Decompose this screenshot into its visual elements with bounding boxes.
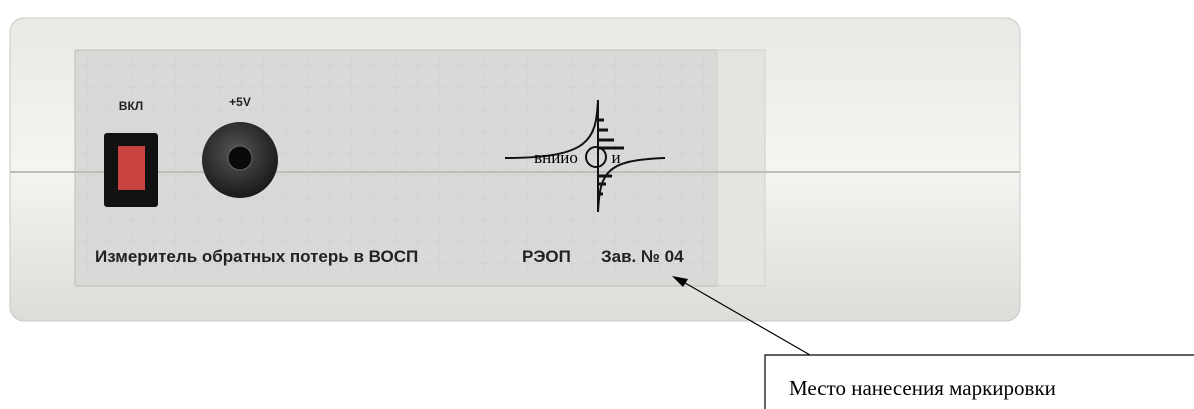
front-panel bbox=[74, 49, 718, 287]
logo-curve bbox=[504, 99, 599, 159]
connector-socket bbox=[227, 145, 253, 171]
switch-label: ВКЛ bbox=[119, 99, 143, 113]
device-serial: Зав. № 04 bbox=[601, 247, 684, 266]
arrow-head bbox=[672, 276, 688, 287]
side-panel bbox=[716, 49, 766, 287]
logo-phi bbox=[585, 146, 607, 168]
logo-text: вниио bbox=[534, 148, 578, 167]
device-name: Измеритель обратных потерь в ВОСП bbox=[95, 247, 418, 266]
power-label: +5V bbox=[229, 95, 251, 109]
callout-arrow bbox=[679, 279, 811, 356]
logo-text: и bbox=[611, 148, 620, 167]
switch-rocker bbox=[118, 146, 145, 190]
device-model: РЭОП bbox=[522, 247, 571, 266]
logo-hatch bbox=[598, 118, 624, 196]
callout-text: Место нанесения маркировки bbox=[789, 376, 1056, 400]
callout-box bbox=[764, 354, 1194, 409]
logo: вниио и bbox=[504, 99, 666, 213]
